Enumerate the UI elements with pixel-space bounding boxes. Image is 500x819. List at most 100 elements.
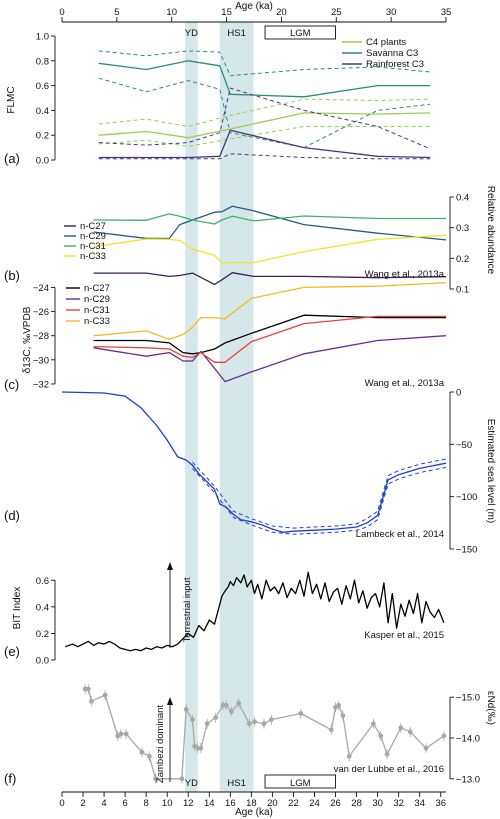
- data-point: [85, 686, 91, 692]
- series-line-a-2: [98, 126, 431, 147]
- y-axis-tick-label: −26: [33, 307, 49, 318]
- band-yd: [185, 22, 198, 792]
- series-line-c-2: [93, 315, 446, 363]
- bottom-axis-tick-label: 4: [101, 798, 106, 809]
- ylabel-d: Estimated sea level (m): [485, 419, 496, 523]
- series-line-a-5: [98, 77, 431, 149]
- citation-e: Kasper et al., 2015: [364, 630, 444, 641]
- band-label-bottom-hs1: HS1: [227, 778, 245, 789]
- series-line-a-8: [98, 153, 431, 160]
- data-point: [246, 721, 252, 727]
- y-axis-tick-label: −32: [33, 379, 49, 390]
- y-axis-tick-label: 0.2: [36, 629, 49, 640]
- bottom-axis-tick-label: 34: [414, 798, 425, 809]
- data-point: [198, 745, 204, 751]
- data-point: [261, 721, 267, 727]
- y-axis-tick-label: −15.0: [456, 693, 480, 704]
- band-label-bottom-lgm: LGM: [290, 778, 311, 789]
- y-axis-tick-label: 0: [456, 388, 461, 399]
- series-line-b-3: [93, 234, 447, 264]
- panel-b: 0.1 0.2 0.3 0.4: [93, 193, 469, 296]
- top-axis-tick-label: 5: [114, 7, 119, 18]
- citation-f: van der Lubbe et al., 2016: [334, 764, 444, 775]
- data-point: [340, 713, 346, 718]
- panel-letter-f: (f): [4, 771, 16, 786]
- top-age-axis: Age (ka) 0 5 10 15 20 25 30 35: [59, 1, 452, 23]
- data-point: [183, 707, 189, 712]
- citation-b: Wang et al., 2013a: [365, 269, 445, 280]
- bottom-axis-tick-label: 14: [204, 798, 215, 809]
- annotation-zambezi-dominant: Zambezi dominant: [155, 705, 166, 784]
- data-point: [204, 721, 210, 727]
- band-label-bottom-yd: YD: [185, 778, 198, 789]
- panel-layer: 0.00.20.40.60.81.00.10.20.30.4−24−26−28−…: [33, 32, 480, 786]
- y-axis-e: 0.0 0.2 0.4 0.6: [36, 576, 56, 667]
- y-axis-tick-label: −30: [33, 355, 49, 366]
- y-axis-tick-label: 0.3: [456, 223, 469, 234]
- ylabel-a: FLMC: [6, 86, 17, 113]
- y-axis-tick-label: −14.0: [456, 733, 480, 744]
- top-axis-label: Age (ka): [235, 1, 273, 12]
- top-axis-tick-label: 25: [331, 7, 342, 18]
- data-point: [371, 721, 376, 727]
- y-axis-tick-label: 0.0: [36, 156, 49, 167]
- series-line-c-3: [93, 281, 447, 340]
- legend-c: n-C27 n-C29 n-C31 n-C33: [66, 283, 110, 327]
- data-point: [384, 751, 390, 757]
- bottom-axis-tick-label: 16: [225, 798, 236, 809]
- data-point: [179, 776, 185, 782]
- series-line-b-2: [93, 213, 446, 225]
- series-line-e-0: [64, 571, 445, 652]
- legend-label-rainforest: Rainforest C3: [366, 59, 424, 70]
- y-axis-c: −24 −26 −28 −30 −32: [33, 283, 56, 390]
- panel-letter-a: (a): [4, 151, 20, 166]
- data-point: [146, 753, 152, 759]
- bottom-axis-tick-label: 12: [183, 798, 194, 809]
- panel-e: 0.0 0.2 0.4 0.6: [36, 571, 445, 667]
- top-axis-tick-label: 0: [59, 7, 64, 18]
- legend-label-savanna: Savanna C3: [366, 48, 418, 59]
- series-line-a-3: [98, 60, 431, 98]
- data-point: [441, 733, 447, 739]
- y-axis-b: 0.1 0.2 0.3 0.4: [449, 193, 469, 296]
- zambezi-dominant-arrow: [167, 697, 173, 782]
- data-point: [118, 731, 124, 737]
- bottom-axis-tick-label: 22: [288, 798, 299, 809]
- data-point: [139, 749, 145, 755]
- legend-b-label-c29: n-C29: [80, 231, 106, 242]
- data-point: [268, 717, 274, 723]
- data-point: [423, 745, 429, 751]
- data-point: [328, 727, 334, 733]
- y-axis-tick-label: 0.6: [36, 576, 49, 587]
- legend-b-label-c31: n-C31: [80, 241, 106, 252]
- y-axis-tick-label: 0.6: [36, 81, 49, 92]
- bottom-axis-tick-label: 24: [309, 798, 320, 809]
- bottom-age-axis: Age (ka) 0 2 4 6 8 10 12 14 16 18 20 22 24 26 28 30 32 34…: [59, 791, 446, 818]
- top-axis-tick-label: 35: [441, 7, 452, 18]
- top-axis-tick-label: 15: [221, 7, 232, 18]
- series-line-c-0: [93, 314, 446, 355]
- series-line-c-1: [93, 335, 447, 383]
- legend-label-c4-plants: C4 plants: [366, 37, 406, 48]
- series-line-a-4: [98, 50, 431, 77]
- panel-d: 0 −50 −100 −150: [61, 388, 477, 556]
- bottom-axis-tick-label: 30: [372, 798, 383, 809]
- y-axis-tick-label: −100: [456, 492, 477, 503]
- ylabel-e: BIT Index: [12, 587, 23, 630]
- y-axis-tick-label: −13.0: [456, 774, 480, 785]
- panel-letter-d: (d): [4, 508, 20, 523]
- top-axis-tick-label: 10: [166, 7, 177, 18]
- data-point: [89, 698, 94, 704]
- series-line-b-0: [93, 272, 447, 286]
- lgm-box-bottom: [264, 774, 336, 789]
- data-point: [190, 717, 195, 723]
- y-axis-f: −13.0 −14.0 −15.0: [449, 693, 480, 785]
- panel-letter-b: (b): [4, 268, 20, 283]
- band-label-top-lgm: LGM: [290, 28, 311, 39]
- bottom-axis-tick-label: 36: [435, 798, 446, 809]
- y-axis-tick-label: 0.8: [36, 56, 49, 67]
- data-point: [252, 719, 257, 725]
- data-point: [378, 733, 384, 739]
- band-label-top-hs1: HS1: [227, 28, 245, 39]
- y-axis-tick-label: −50: [456, 440, 472, 451]
